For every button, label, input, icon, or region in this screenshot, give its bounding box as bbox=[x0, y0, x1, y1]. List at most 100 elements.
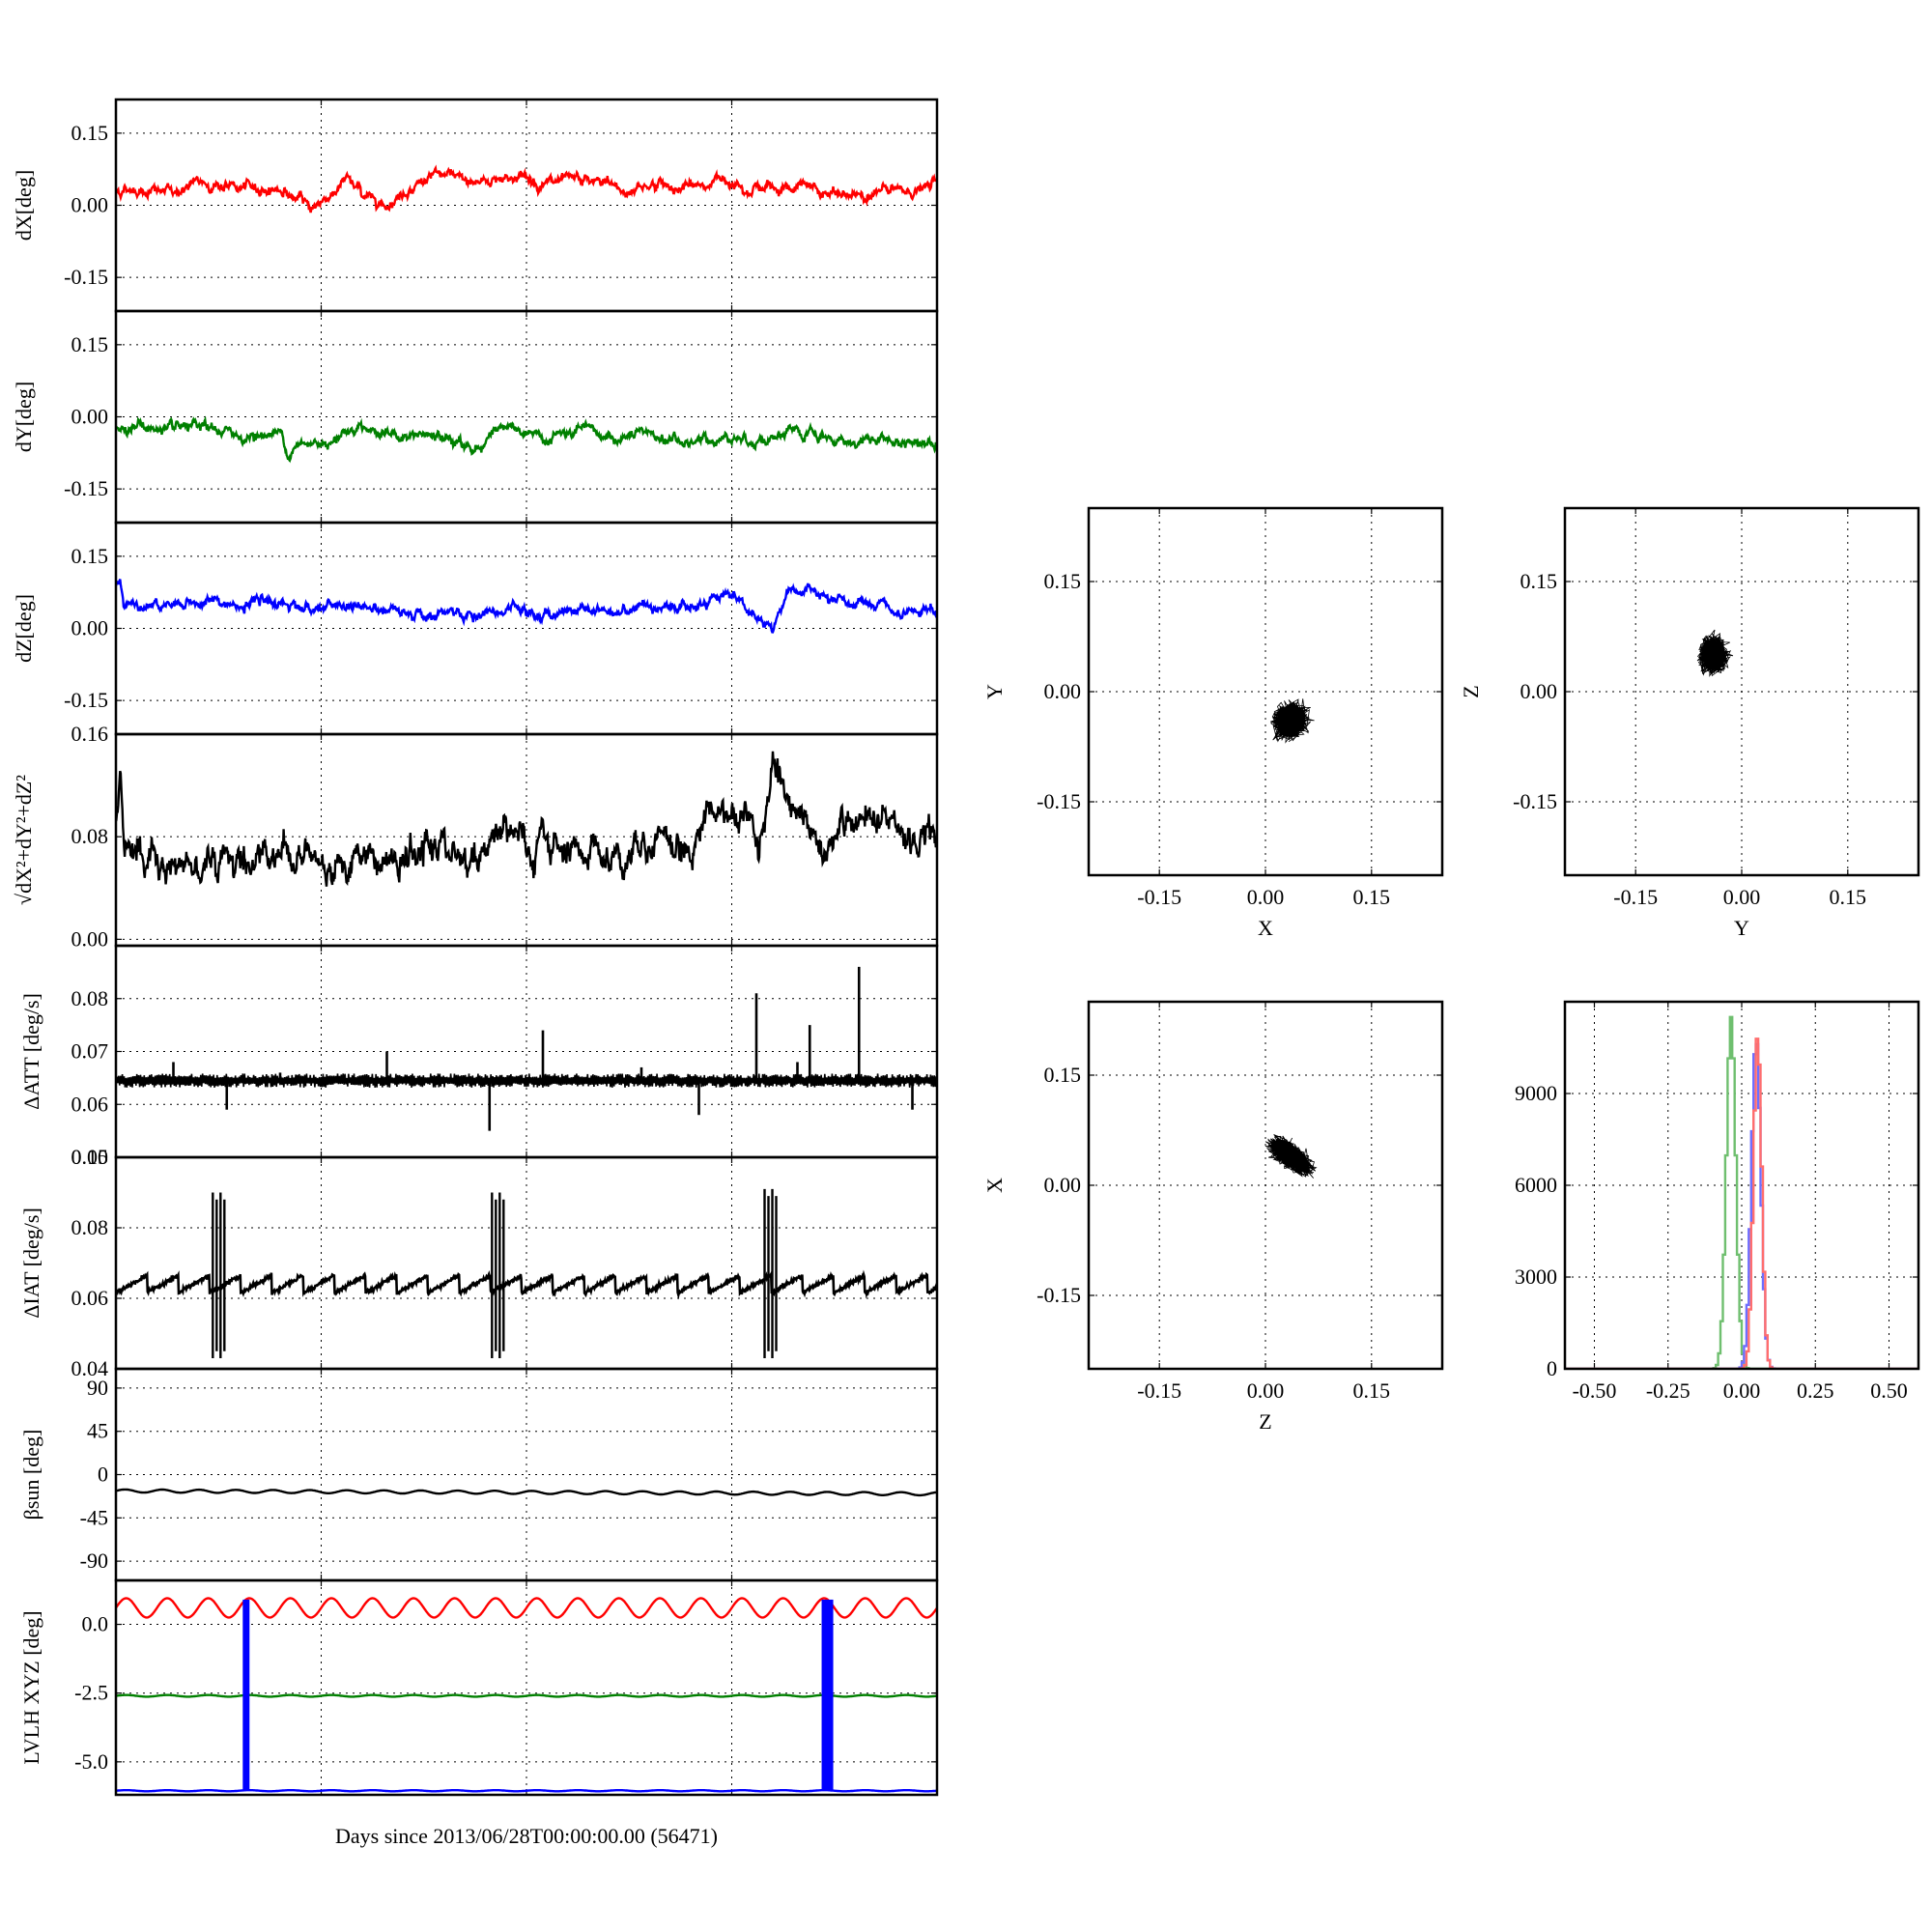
ytick-label: 0.06 bbox=[71, 1286, 109, 1310]
ytick-label: 0.16 bbox=[71, 722, 109, 746]
ytick-label: 0.00 bbox=[1044, 679, 1082, 703]
burst bbox=[491, 1192, 505, 1359]
ytick-label: 0 bbox=[98, 1463, 108, 1487]
ytick-label: 0.15 bbox=[71, 544, 109, 568]
grid-lvlh bbox=[115, 1580, 938, 1795]
plot-area-dX bbox=[116, 164, 937, 213]
ytick-label: 6000 bbox=[1515, 1173, 1557, 1197]
ylabel: dY[deg] bbox=[12, 382, 36, 452]
ylabel: dZ[deg] bbox=[12, 594, 36, 663]
ylabel: dX[deg] bbox=[12, 170, 36, 241]
panel-dZ: 0.15 0.00 -0.15 dZ[deg] bbox=[12, 521, 939, 736]
ytick-label: -5.0 bbox=[74, 1749, 108, 1774]
grid-dX bbox=[115, 99, 938, 311]
xlabel: Z bbox=[1259, 1409, 1271, 1434]
ytick-label: 0.15 bbox=[1520, 569, 1558, 593]
plot-area-hist bbox=[1565, 1015, 1918, 1369]
series-line bbox=[116, 1488, 937, 1497]
panel-dATT: 0.08 0.07 0.06 0.05 ΔATT [deg/s] bbox=[19, 944, 939, 1169]
ylabel: √dX²+dY²+dZ² bbox=[12, 775, 36, 905]
ylabel: Y bbox=[982, 684, 1007, 699]
histogram-series bbox=[1565, 1037, 1918, 1369]
scatter-cloud bbox=[1269, 698, 1315, 744]
panel-dIAT: 0.10 0.08 0.06 0.04 ΔIAT [deg/s] bbox=[19, 1145, 939, 1380]
ytick-label: -0.15 bbox=[1513, 789, 1557, 813]
grid-dR bbox=[115, 733, 938, 946]
ytick-label: 0.00 bbox=[71, 193, 109, 217]
xtick-label: 0.00 bbox=[1247, 1378, 1285, 1403]
ytick-label: 0 bbox=[1547, 1356, 1557, 1380]
ytick-label: 0.08 bbox=[71, 824, 109, 848]
burst bbox=[212, 1192, 226, 1359]
ytick-label: -0.15 bbox=[1037, 1283, 1081, 1307]
ytick-label: 0.08 bbox=[71, 1215, 109, 1239]
grid-dATT bbox=[115, 946, 938, 1158]
grid-XY bbox=[1089, 508, 1442, 875]
plot-area-XY bbox=[1269, 698, 1315, 744]
panel-dX: 0.15 0.00 -0.15 dX[deg] bbox=[12, 98, 939, 313]
xtick-label: 0.15 bbox=[1830, 885, 1867, 909]
grid-dY bbox=[115, 311, 938, 523]
grid-hist bbox=[1565, 1002, 1918, 1370]
plot-area-dR bbox=[116, 751, 937, 887]
series-line bbox=[116, 1269, 937, 1300]
xlabel: X bbox=[1258, 916, 1273, 940]
ytick-label: 45 bbox=[87, 1419, 108, 1443]
series-line bbox=[116, 1073, 937, 1088]
scatter-cloud bbox=[1696, 629, 1734, 677]
ytick-label: 0.07 bbox=[71, 1039, 109, 1064]
ytick-label: 0.15 bbox=[1044, 569, 1082, 593]
series-line bbox=[116, 1788, 937, 1793]
xtick-label: 0.50 bbox=[1870, 1378, 1908, 1403]
grid-dZ bbox=[115, 523, 938, 734]
plot-area-dIAT bbox=[116, 1188, 937, 1359]
ytick-label: 0.00 bbox=[71, 926, 109, 951]
ytick-label: 0.00 bbox=[71, 405, 109, 429]
xtick-label: -0.25 bbox=[1646, 1378, 1690, 1403]
ytick-label: 9000 bbox=[1515, 1081, 1557, 1105]
grid-dIAT bbox=[115, 1156, 938, 1370]
ylabel: Z bbox=[1459, 685, 1483, 697]
burst bbox=[763, 1188, 778, 1359]
panel-dY: 0.15 0.00 -0.15 dY[deg] bbox=[12, 309, 939, 525]
series-line bbox=[116, 1693, 937, 1698]
panel-YZ: 0.15 0.00 -0.15 -0.15 0.00 0.15 Z Y bbox=[1459, 506, 1920, 940]
xlabel: Days since 2013/06/28T00:00:00.00 (56471… bbox=[335, 1824, 718, 1848]
histogram-series bbox=[1565, 1015, 1918, 1369]
panel-ZX: 0.15 0.00 -0.15 -0.15 0.00 0.15 X Z bbox=[982, 1000, 1444, 1434]
ylabel: X bbox=[982, 1178, 1007, 1193]
ytick-label: 0.15 bbox=[71, 121, 109, 145]
plot-area-YZ bbox=[1696, 629, 1734, 677]
panel-beta: 90 45 0 -45 -90 βsun [deg] bbox=[19, 1367, 939, 1582]
ytick-label: 0.00 bbox=[1520, 679, 1558, 703]
ytick-label: -45 bbox=[80, 1505, 108, 1529]
ytick-label: 0.08 bbox=[71, 986, 109, 1010]
panel-dR: 0.16 0.08 0.00 √dX²+dY²+dZ² bbox=[12, 722, 939, 951]
plot-area-dATT bbox=[116, 966, 937, 1131]
xtick-label: -0.15 bbox=[1613, 885, 1658, 909]
histogram-series bbox=[1565, 1042, 1918, 1369]
ytick-label: 0.04 bbox=[71, 1356, 109, 1380]
event-bar bbox=[821, 1599, 834, 1791]
ytick-label: -0.15 bbox=[64, 476, 108, 500]
ytick-label: 0.10 bbox=[71, 1145, 109, 1169]
panel-XY: 0.15 0.00 -0.15 -0.15 0.00 0.15 Y X bbox=[982, 506, 1444, 940]
series-line bbox=[116, 1597, 937, 1619]
ytick-label: -0.15 bbox=[1037, 789, 1081, 813]
ytick-label: 0.15 bbox=[1044, 1063, 1082, 1087]
xtick-label: -0.15 bbox=[1137, 1378, 1181, 1403]
ylabel: ΔIAT [deg/s] bbox=[19, 1208, 43, 1319]
ytick-label: 0.15 bbox=[71, 332, 109, 356]
grid-ZX bbox=[1089, 1002, 1442, 1369]
ytick-label: 3000 bbox=[1515, 1264, 1557, 1289]
ytick-label: -2.5 bbox=[74, 1681, 108, 1705]
xtick-label: 0.15 bbox=[1353, 1378, 1391, 1403]
xtick-label: 0.25 bbox=[1797, 1378, 1834, 1403]
plot-area-dZ bbox=[116, 579, 937, 634]
xtick-label: 0.00 bbox=[1723, 1378, 1761, 1403]
event-bar bbox=[242, 1599, 250, 1791]
plot-area-dY bbox=[116, 415, 937, 464]
ytick-label: 0.05 bbox=[71, 1145, 109, 1169]
series-line bbox=[116, 164, 937, 213]
